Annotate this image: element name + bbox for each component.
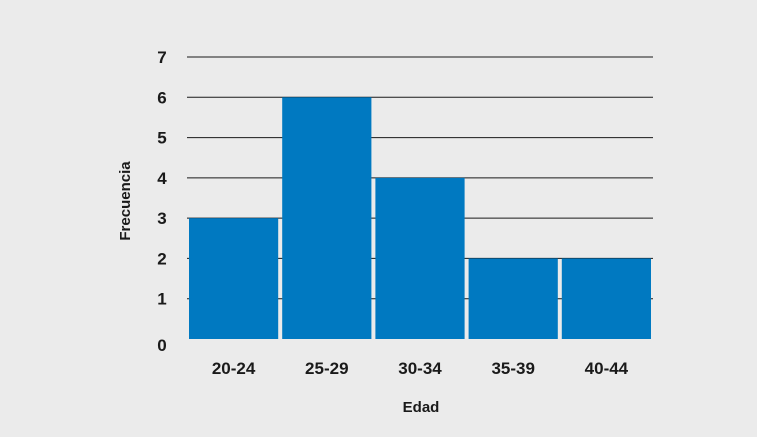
bar-20-24 (189, 218, 279, 339)
x-axis-ticks: 20-24 25-29 30-34 35-39 40-44 (212, 359, 629, 378)
bar-25-29 (282, 97, 372, 340)
y-tick-label: 6 (157, 88, 166, 107)
x-axis-title: Edad (403, 399, 440, 416)
bar-30-34 (375, 177, 465, 339)
y-tick-label: 3 (157, 209, 166, 228)
x-tick-label: 35-39 (491, 359, 534, 378)
y-tick-label: 4 (157, 169, 167, 188)
y-axis-title: Frecuencia (117, 161, 134, 241)
y-axis-ticks: 0 1 2 3 4 5 6 7 (157, 48, 167, 355)
x-tick-label: 20-24 (212, 359, 256, 378)
y-tick-label: 2 (157, 249, 166, 268)
bar-35-39 (468, 258, 558, 339)
x-tick-label: 25-29 (305, 359, 348, 378)
y-tick-label: 7 (157, 48, 166, 67)
x-tick-label: 30-34 (398, 359, 442, 378)
bars (189, 97, 651, 340)
x-tick-label: 40-44 (585, 359, 629, 378)
bar-40-44 (561, 258, 651, 339)
y-tick-label: 5 (157, 129, 166, 148)
y-tick-label: 0 (157, 336, 166, 355)
y-tick-label: 1 (157, 290, 166, 309)
